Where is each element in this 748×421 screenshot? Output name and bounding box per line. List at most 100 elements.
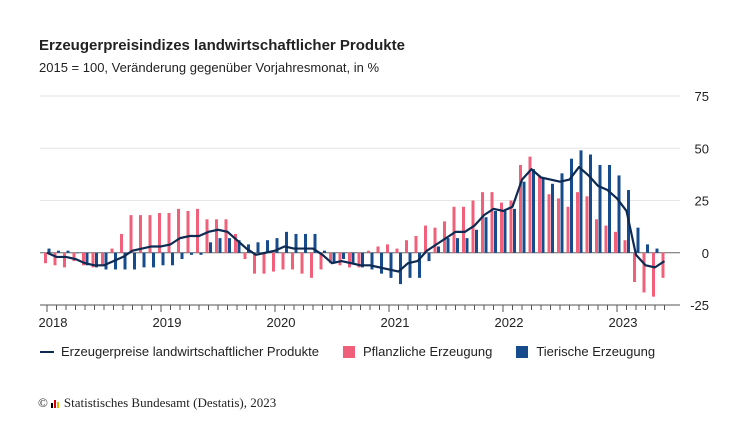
- source-footer: © Statistisches Bundesamt (Destatis), 20…: [38, 395, 276, 411]
- bar-tierische-erzeugung: [152, 252, 155, 268]
- bar-tierische-erzeugung: [532, 169, 535, 253]
- bar-tierische-erzeugung: [133, 252, 136, 270]
- bar-tierische-erzeugung: [142, 252, 146, 268]
- bar-pflanzliche-erzeugung: [443, 221, 446, 253]
- bar-tierische-erzeugung: [389, 252, 393, 278]
- bar-pflanzliche-erzeugung: [538, 175, 541, 253]
- chart-subtitle: 2015 = 100, Veränderung gegenüber Vorjah…: [39, 60, 380, 75]
- legend: Erzeugerpreise landwirtschaftlicher Prod…: [40, 344, 679, 359]
- source-text: Statistisches Bundesamt (Destatis), 2023: [63, 395, 277, 410]
- bar-tierische-erzeugung: [370, 252, 374, 270]
- bar-pflanzliche-erzeugung: [357, 252, 361, 268]
- bar-pflanzliche-erzeugung: [623, 240, 627, 253]
- bar-tierische-erzeugung: [275, 238, 279, 253]
- bar-pflanzliche-erzeugung: [272, 252, 275, 272]
- bar-pflanzliche-erzeugung: [234, 233, 237, 253]
- bar-tierische-erzeugung: [95, 252, 98, 268]
- bar-tierische-erzeugung: [351, 252, 355, 264]
- bar-tierische-erzeugung: [560, 173, 564, 253]
- bar-tierische-erzeugung: [646, 244, 649, 253]
- bar-pflanzliche-erzeugung: [424, 225, 427, 253]
- bar-tierische-erzeugung: [323, 250, 326, 253]
- bar-pflanzliche-erzeugung: [576, 192, 579, 253]
- bar-pflanzliche-erzeugung: [490, 192, 494, 253]
- copyright-icon: ©: [38, 395, 48, 410]
- bar-pflanzliche-erzeugung: [53, 252, 57, 266]
- bar-tierische-erzeugung: [608, 164, 611, 253]
- bar-tierische-erzeugung: [513, 208, 516, 253]
- y-tick-label: 75: [695, 89, 709, 104]
- bar-tierische-erzeugung: [171, 252, 174, 266]
- bar-tierische-erzeugung: [427, 252, 431, 262]
- legend-item-gesamt[interactable]: Erzeugerpreise landwirtschaftlicher Prod…: [40, 344, 319, 359]
- bar-pflanzliche-erzeugung: [481, 192, 484, 253]
- y-tick-label: 25: [695, 194, 709, 209]
- bar-pflanzliche-erzeugung: [101, 252, 104, 266]
- bar-pflanzliche-erzeugung: [405, 240, 408, 253]
- bar-tierische-erzeugung: [57, 250, 60, 253]
- bar-tierische-erzeugung: [76, 252, 79, 254]
- bar-pflanzliche-erzeugung: [462, 206, 465, 253]
- bar-tierische-erzeugung: [161, 252, 165, 266]
- bar-pflanzliche-erzeugung: [205, 219, 209, 253]
- chart-title: Erzeugerpreisindizes landwirtschaftliche…: [39, 37, 405, 54]
- bar-tierische-erzeugung: [446, 238, 450, 253]
- y-tick-label: -25: [690, 298, 709, 313]
- bar-pflanzliche-erzeugung: [395, 248, 399, 253]
- bar-tierische-erzeugung: [199, 252, 203, 255]
- bar-pflanzliche-erzeugung: [595, 219, 598, 253]
- bar-tierische-erzeugung: [218, 238, 222, 253]
- bar-tierische-erzeugung: [256, 242, 260, 253]
- bar-pflanzliche-erzeugung: [224, 219, 228, 253]
- bar-pflanzliche-erzeugung: [348, 252, 351, 268]
- bar-tierische-erzeugung: [418, 252, 421, 278]
- bar-pflanzliche-erzeugung: [642, 252, 646, 293]
- bar-tierische-erzeugung: [579, 150, 583, 253]
- bar-pflanzliche-erzeugung: [158, 213, 161, 253]
- bar-tierische-erzeugung: [598, 164, 602, 253]
- bar-tierische-erzeugung: [237, 240, 241, 253]
- bar-tierische-erzeugung: [190, 252, 193, 255]
- bar-tierische-erzeugung: [123, 252, 127, 270]
- bar-tierische-erzeugung: [494, 210, 497, 253]
- bar-pflanzliche-erzeugung: [519, 164, 522, 253]
- bar-tierische-erzeugung: [541, 177, 545, 253]
- bar-tierische-erzeugung: [589, 154, 592, 253]
- bar-pflanzliche-erzeugung: [291, 252, 294, 270]
- bar-pflanzliche-erzeugung: [167, 213, 171, 253]
- x-tick-label: 2018: [39, 315, 68, 330]
- bar-tierische-erzeugung: [85, 252, 89, 266]
- bar-pflanzliche-erzeugung: [82, 252, 85, 266]
- bar-pflanzliche-erzeugung: [129, 215, 133, 253]
- bar-pflanzliche-erzeugung: [557, 198, 560, 253]
- bar-tierische-erzeugung: [294, 233, 298, 253]
- legend-item-tierisch[interactable]: Tierische Erzeugung: [516, 344, 655, 359]
- bar-pflanzliche-erzeugung: [196, 208, 199, 253]
- legend-item-pflanzlich[interactable]: Pflanzliche Erzeugung: [342, 344, 492, 359]
- bar-tierische-erzeugung: [503, 210, 507, 253]
- bar-pflanzliche-erzeugung: [72, 252, 76, 262]
- bar-tierische-erzeugung: [66, 250, 70, 253]
- bar-pflanzliche-erzeugung: [547, 194, 551, 253]
- bar-pflanzliche-erzeugung: [329, 252, 332, 264]
- bar-tierische-erzeugung: [304, 233, 307, 253]
- bar-tierische-erzeugung: [361, 252, 364, 268]
- destatis-logo-icon: [50, 399, 61, 408]
- bar-tierische-erzeugung: [570, 158, 573, 253]
- bar-pflanzliche-erzeugung: [585, 196, 589, 253]
- x-tick-label: 2019: [153, 315, 182, 330]
- bar-pflanzliche-erzeugung: [604, 225, 608, 253]
- bar-pflanzliche-erzeugung: [177, 208, 180, 253]
- bar-tierische-erzeugung: [551, 183, 554, 253]
- bar-tierische-erzeugung: [342, 252, 345, 260]
- bar-pflanzliche-erzeugung: [509, 200, 513, 253]
- bar-pflanzliche-erzeugung: [243, 252, 247, 260]
- x-tick-label: 2021: [381, 315, 410, 330]
- bar-pflanzliche-erzeugung: [452, 206, 456, 253]
- bar-tierische-erzeugung: [484, 217, 488, 253]
- bar-pflanzliche-erzeugung: [367, 250, 370, 253]
- bar-pflanzliche-erzeugung: [433, 227, 437, 253]
- bar-tierische-erzeugung: [47, 248, 51, 253]
